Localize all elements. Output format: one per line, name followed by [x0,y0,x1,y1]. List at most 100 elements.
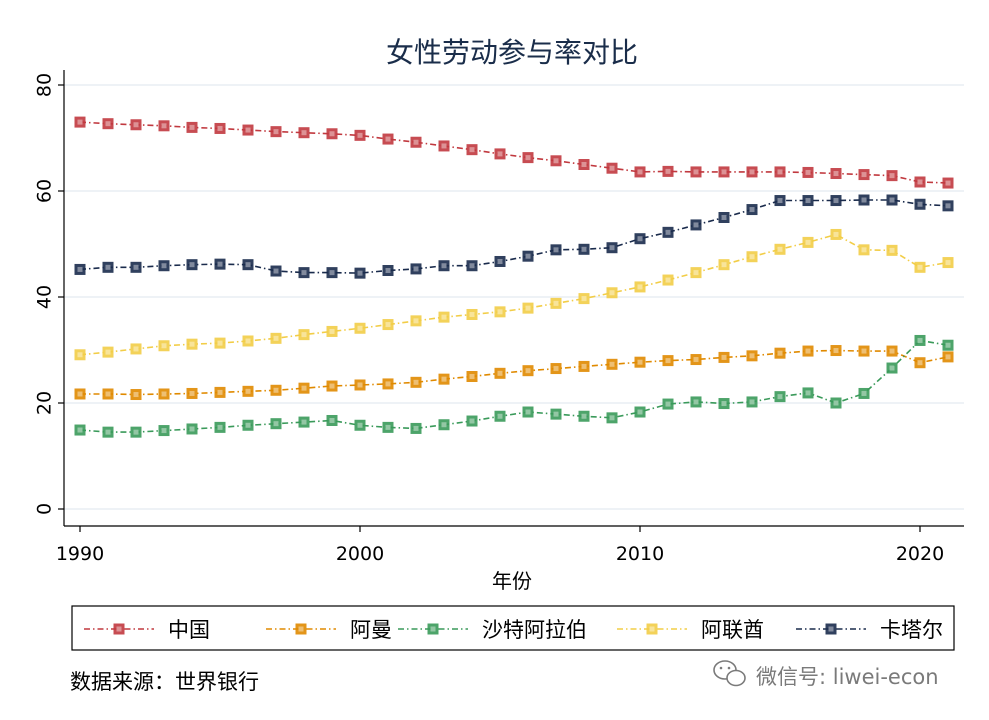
data-point [298,127,310,139]
y-tick-label: 60 [34,179,56,203]
data-point [550,297,562,309]
data-point [74,388,86,400]
data-point [74,263,86,275]
x-tick-label: 1990 [56,543,104,565]
data-point [802,195,814,207]
data-point [662,398,674,410]
data-point [718,212,730,223]
data-point [158,388,170,400]
legend: 中国 阿曼 沙特阿拉伯 阿联酋 卡塔尔 [84,618,943,642]
data-point [466,308,478,320]
wechat-watermark: 微信号: liwei-econ [756,665,939,689]
data-point [438,419,450,431]
axes: 0 20 40 60 80 1990 2000 2010 2020 [34,70,964,565]
data-point [242,335,254,347]
data-point [130,426,142,438]
data-point [578,243,590,255]
data-point [242,419,254,431]
data-point [74,349,86,361]
y-tick-label: 80 [34,73,56,97]
data-point [662,226,674,238]
data-point [550,363,562,375]
data-point [606,162,618,174]
data-point [718,259,730,271]
data-point [186,387,198,399]
data-point [382,319,394,331]
series-line [80,349,949,396]
data-point [830,168,842,180]
legend-item: 阿联酋 [617,618,764,642]
data-point [886,170,898,182]
plot-series [74,116,954,438]
data-point [382,421,394,433]
data-point [354,419,366,431]
data-point [914,176,926,188]
data-point [158,120,170,132]
data-point [382,133,394,145]
data-point [774,243,786,255]
data-point [130,261,142,273]
series-3 [74,334,954,438]
x-tick-label: 2010 [616,543,664,565]
data-point [466,260,478,272]
legend-marker [113,623,125,635]
data-point [914,357,926,369]
data-point [102,388,114,400]
data-point [522,406,534,418]
data-point [270,126,282,138]
data-point [550,408,562,420]
data-point [662,165,674,177]
x-tick-label: 2020 [896,543,944,565]
data-point [690,267,702,279]
data-point [858,387,870,399]
data-point [830,397,842,409]
data-point [550,155,562,167]
legend-box [71,605,955,651]
data-point [494,148,506,160]
data-point [186,259,198,271]
data-point [326,380,338,392]
data-point [102,426,114,438]
data-point [634,406,646,418]
data-point [270,384,282,396]
data-point [746,396,758,408]
data-point [606,287,618,299]
data-point [774,195,786,207]
series-4 [74,228,954,361]
data-point [942,200,954,212]
data-point [130,389,142,401]
data-point [522,152,534,164]
data-point [438,140,450,152]
legend-label: 阿联酋 [701,618,764,642]
data-point [634,281,646,293]
grid-lines [64,84,964,510]
data-point [410,422,422,434]
data-point [270,418,282,430]
data-point [886,194,898,206]
data-point [410,263,422,275]
data-point [802,345,814,357]
chart-title: 女性劳动参与率对比 [386,36,638,69]
data-point [242,385,254,397]
x-tick-label: 2000 [336,543,384,565]
data-point [578,159,590,170]
data-point [746,166,758,178]
y-tick-label: 0 [34,503,56,515]
data-point [718,166,730,178]
data-point [886,362,898,374]
data-point [942,177,954,189]
data-point [130,343,142,355]
series-line [79,339,949,433]
data-point [298,382,310,394]
data-point [522,302,534,314]
data-point [858,244,870,256]
data-point [102,346,114,358]
data-point [494,410,506,422]
data-point [746,204,758,216]
wechat-icon [713,660,746,687]
legend-marker [427,623,439,635]
data-point [158,340,170,352]
data-point [662,274,674,286]
y-tick-label: 40 [34,285,56,309]
data-point [690,396,702,408]
